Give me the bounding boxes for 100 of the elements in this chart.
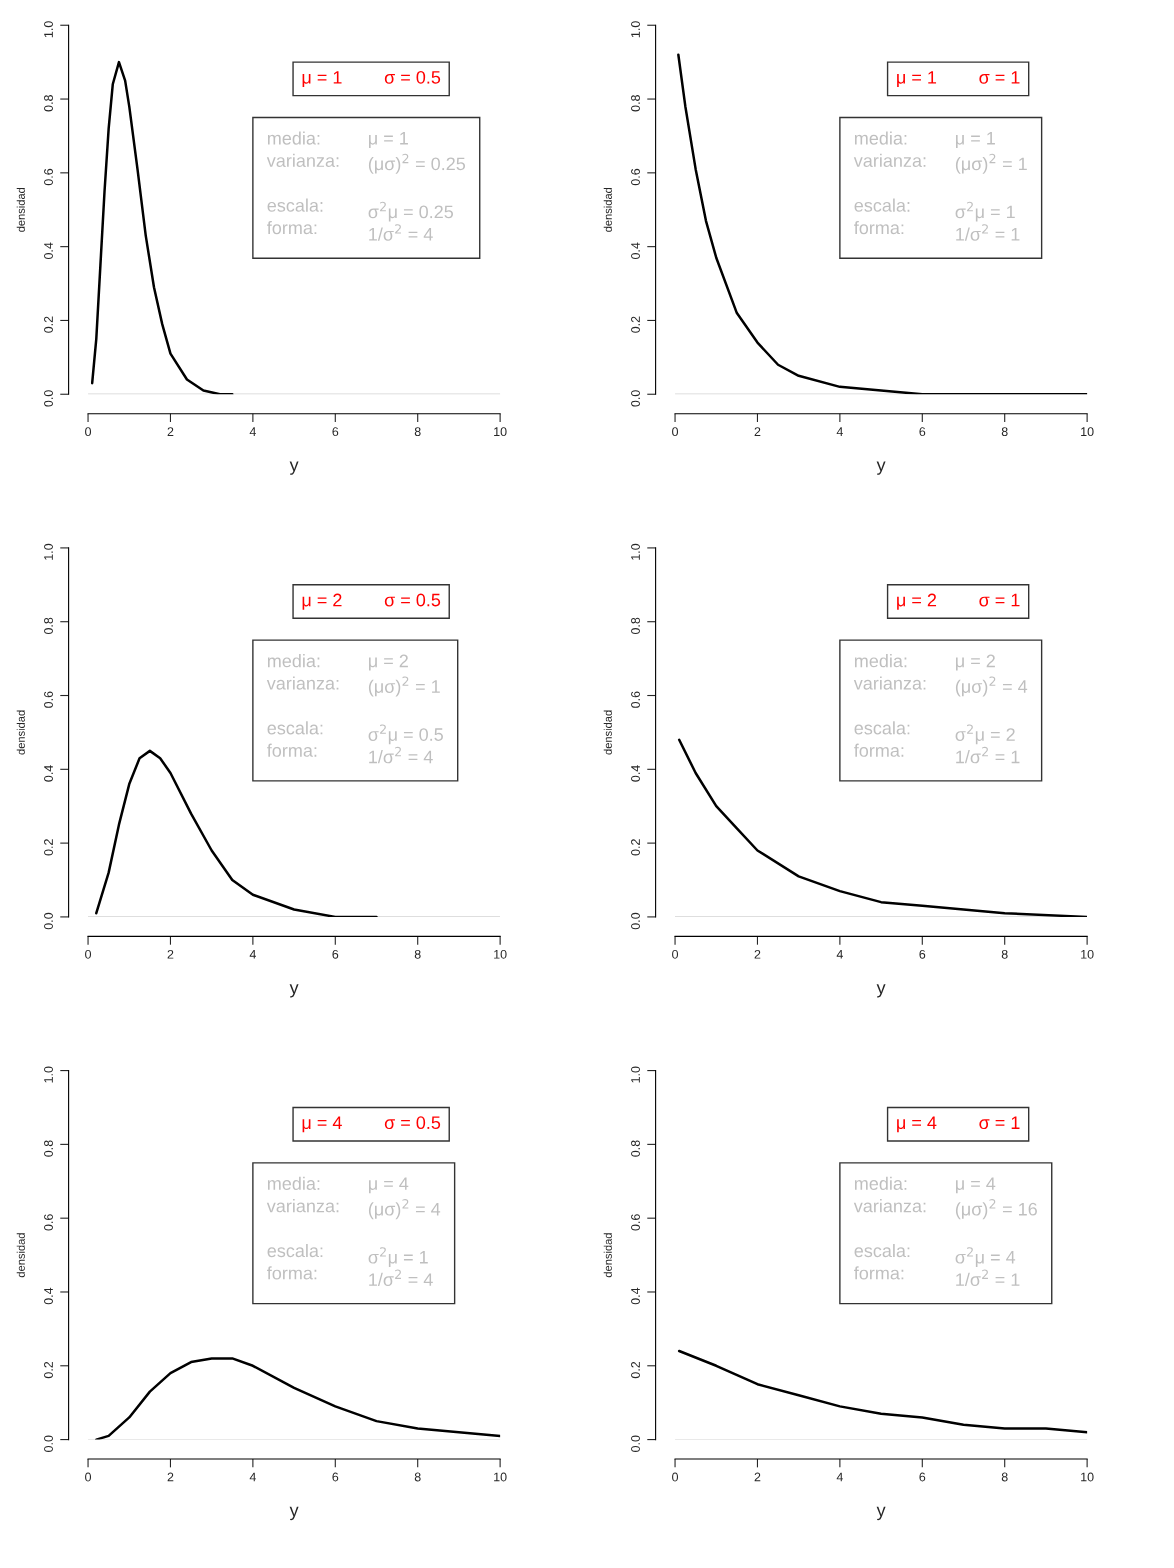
x-tick-label: 10	[1081, 1472, 1094, 1482]
annotation: media:	[267, 131, 320, 145]
y-tick-label: 0.2	[44, 316, 53, 333]
x-tick-label: 6	[332, 949, 339, 959]
annotation: σ = 0.5	[384, 70, 441, 84]
annotation: varianza:	[853, 153, 926, 168]
x-tick-label: 6	[919, 949, 926, 959]
y-tick-label: 1.0	[44, 21, 53, 38]
y-axis-title: densidad	[16, 187, 25, 232]
annotation: σ$^{2}$μ = 2	[955, 724, 1015, 745]
y-tick-label: 0.0	[631, 1435, 640, 1452]
annotation: μ = 2	[956, 654, 995, 671]
annotation: σ = 1	[979, 71, 1020, 84]
annotation: media:	[854, 131, 907, 145]
annotation: forma:	[267, 220, 317, 235]
annotation: μ = 2	[302, 593, 342, 610]
annotation: μ = 1	[956, 132, 995, 148]
y-axis-title: densidad	[603, 710, 612, 755]
x-tick-label: 0	[85, 1472, 92, 1482]
x-tick-label: 2	[167, 1472, 174, 1482]
annotation: varianza:	[853, 1199, 926, 1213]
x-tick-label: 10	[494, 1472, 507, 1482]
x-axis-title: y	[289, 984, 299, 998]
annotation: varianza:	[853, 676, 926, 690]
annotation: varianza:	[266, 676, 339, 690]
annotation: 1/σ$^{2}$ = 1	[956, 746, 1020, 764]
y-tick-label: 0.2	[631, 1361, 640, 1379]
y-tick-label: 1.0	[44, 543, 53, 560]
x-tick-label: 4	[249, 1472, 256, 1482]
x-tick-label: 4	[836, 1472, 843, 1482]
x-tick-label: 10	[494, 427, 507, 437]
y-tick-label: 1.0	[631, 21, 640, 38]
annotation: σ$^{2}$μ = 0.5	[368, 724, 443, 745]
y-tick-label: 0.8	[631, 95, 640, 112]
y-axis-title: densidad	[603, 1233, 612, 1278]
y-tick-label: 0.0	[631, 390, 640, 407]
x-tick-label: 6	[332, 427, 339, 437]
x-tick-label: 2	[754, 949, 761, 959]
annotation: escala:	[267, 198, 323, 212]
x-tick-label: 2	[754, 1472, 761, 1482]
annotation: μ = 2	[369, 654, 408, 671]
x-tick-label: 2	[754, 427, 761, 436]
annotation: media:	[267, 654, 320, 668]
y-tick-label: 0.8	[631, 1140, 640, 1157]
annotation: 1/σ$^{2}$ = 1	[956, 1269, 1020, 1286]
y-tick-label: 0.2	[631, 839, 640, 856]
annotation: μ = 1	[302, 71, 342, 88]
y-tick-label: 0.6	[631, 168, 640, 186]
annotation: 1/σ$^{2}$ = 4	[369, 1269, 433, 1286]
x-tick-label: 0	[672, 427, 679, 437]
y-tick-label: 0.4	[44, 242, 53, 259]
annotation: μ = 2	[897, 593, 937, 610]
x-tick-label: 0	[672, 949, 679, 959]
y-tick-label: 0.2	[44, 839, 53, 856]
y-tick-label: 0.6	[44, 1214, 53, 1231]
y-tick-label: 0.0	[44, 390, 53, 407]
annotation: (μσ)$^{2}$ = 4	[955, 676, 1028, 697]
x-tick-label: 8	[414, 949, 421, 959]
annotation: σ$^{2}$μ = 1	[955, 201, 1015, 222]
annotation: σ$^{2}$μ = 4	[955, 1247, 1016, 1267]
annotation: σ = 1	[979, 1116, 1020, 1130]
y-tick-label: 0.4	[44, 765, 53, 782]
x-tick-label: 2	[167, 949, 174, 959]
annotation: varianza:	[266, 153, 339, 168]
x-tick-label: 8	[1001, 1472, 1008, 1482]
y-axis-title: densidad	[16, 1233, 25, 1278]
annotation: media:	[854, 654, 907, 668]
x-axis-title: y	[289, 1506, 299, 1521]
annotation: σ = 0.5	[384, 593, 441, 607]
x-tick-label: 4	[249, 950, 256, 959]
annotation: σ = 1	[979, 593, 1020, 607]
annotation: (μσ)$^{2}$ = 1	[955, 153, 1027, 174]
x-tick-label: 8	[414, 1472, 421, 1482]
y-tick-label: 0.8	[44, 1140, 53, 1157]
y-tick-label: 0.0	[44, 912, 53, 930]
y-tick-label: 0.4	[44, 1287, 53, 1305]
x-tick-label: 8	[414, 427, 421, 437]
annotation: μ = 4	[956, 1177, 996, 1194]
annotation: forma:	[854, 1266, 904, 1280]
y-tick-label: 0.4	[631, 1287, 640, 1305]
annotation: varianza:	[266, 1199, 339, 1213]
annotation: forma:	[267, 1266, 317, 1280]
x-tick-label: 0	[672, 1472, 679, 1482]
annotation: (μσ)$^{2}$ = 16	[955, 1199, 1037, 1220]
x-tick-label: 10	[494, 949, 507, 959]
annotation: escala:	[267, 1243, 323, 1258]
y-tick-label: 1.0	[44, 1066, 53, 1083]
y-tick-label: 0.2	[631, 316, 640, 333]
annotation: media:	[267, 1176, 320, 1190]
x-tick-label: 0	[85, 949, 92, 959]
x-tick-label: 4	[249, 427, 256, 436]
annotation: 1/σ$^{2}$ = 4	[369, 224, 433, 241]
y-tick-label: 0.6	[44, 168, 53, 186]
annotation: (μσ)$^{2}$ = 1	[368, 676, 440, 697]
x-tick-label: 6	[332, 1472, 339, 1482]
y-axis-title: densidad	[16, 710, 25, 755]
x-axis-title: y	[876, 984, 886, 998]
annotation: (μσ)$^{2}$ = 0.25	[368, 153, 466, 174]
annotation: σ$^{2}$μ = 1	[368, 1247, 428, 1267]
y-tick-label: 0.6	[631, 691, 640, 708]
